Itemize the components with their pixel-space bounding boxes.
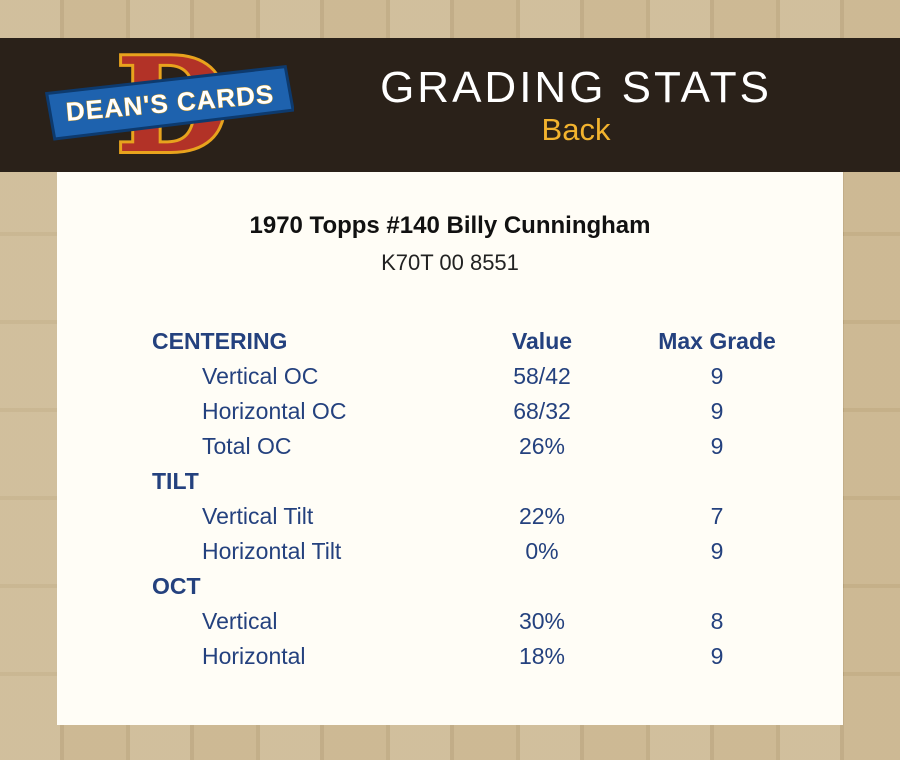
row-value: 18% xyxy=(518,643,566,669)
row-max-grade: 7 xyxy=(710,503,724,529)
row-label: Total OC xyxy=(202,433,292,459)
column-header-value: Value xyxy=(511,328,573,354)
row-value: 22% xyxy=(518,503,566,529)
table-row: Horizontal 18% 9 xyxy=(152,639,843,674)
row-max-grade: 9 xyxy=(710,643,724,669)
row-label: Horizontal xyxy=(202,643,306,669)
grading-stats-table: CENTERING Value Max Grade Vertical OC 58… xyxy=(152,324,843,674)
row-max-grade: 8 xyxy=(710,608,724,634)
row-label: Vertical OC xyxy=(202,363,319,389)
table-row: Vertical OC 58/42 9 xyxy=(152,359,843,394)
row-max-grade: 9 xyxy=(710,363,724,389)
row-label: Horizontal OC xyxy=(202,398,347,424)
column-header-max-grade: Max Grade xyxy=(658,328,776,354)
row-value: 68/32 xyxy=(513,398,571,424)
grading-stats-panel: 1970 Topps #140 Billy Cunningham K70T 00… xyxy=(57,172,843,725)
card-title: 1970 Topps #140 Billy Cunningham xyxy=(249,212,651,239)
table-section-row: TILT xyxy=(152,464,843,499)
page-subtitle: Back xyxy=(541,111,611,147)
table-row: Horizontal OC 68/32 9 xyxy=(152,394,843,429)
header-bar: D DEAN'S CARDS GRADING STATS Back xyxy=(0,26,900,185)
table-header-row: CENTERING Value Max Grade xyxy=(152,324,843,359)
table-section-row: OCT xyxy=(152,569,843,604)
row-value: 58/42 xyxy=(513,363,571,389)
table-row: Vertical Tilt 22% 7 xyxy=(152,499,843,534)
row-value: 0% xyxy=(525,538,559,564)
page-title: GRADING STATS xyxy=(380,62,772,112)
row-max-grade: 9 xyxy=(710,433,724,459)
row-value: 30% xyxy=(518,608,566,634)
section-header-oct: OCT xyxy=(152,573,201,599)
row-max-grade: 9 xyxy=(710,538,724,564)
row-label: Vertical xyxy=(202,608,278,634)
row-value: 26% xyxy=(518,433,566,459)
section-header-centering: CENTERING xyxy=(152,328,288,354)
table-row: Horizontal Tilt 0% 9 xyxy=(152,534,843,569)
table-row: Vertical 30% 8 xyxy=(152,604,843,639)
row-max-grade: 9 xyxy=(710,398,724,424)
table-row: Total OC 26% 9 xyxy=(152,429,843,464)
row-label: Vertical Tilt xyxy=(202,503,314,529)
header-titles: GRADING STATS Back xyxy=(252,38,900,172)
row-label: Horizontal Tilt xyxy=(202,538,342,564)
section-header-tilt: TILT xyxy=(152,468,199,494)
card-serial-number: K70T 00 8551 xyxy=(381,250,519,275)
deans-cards-logo-graphic: D DEAN'S CARDS xyxy=(44,26,295,185)
deans-cards-logo: D DEAN'S CARDS xyxy=(42,26,295,185)
